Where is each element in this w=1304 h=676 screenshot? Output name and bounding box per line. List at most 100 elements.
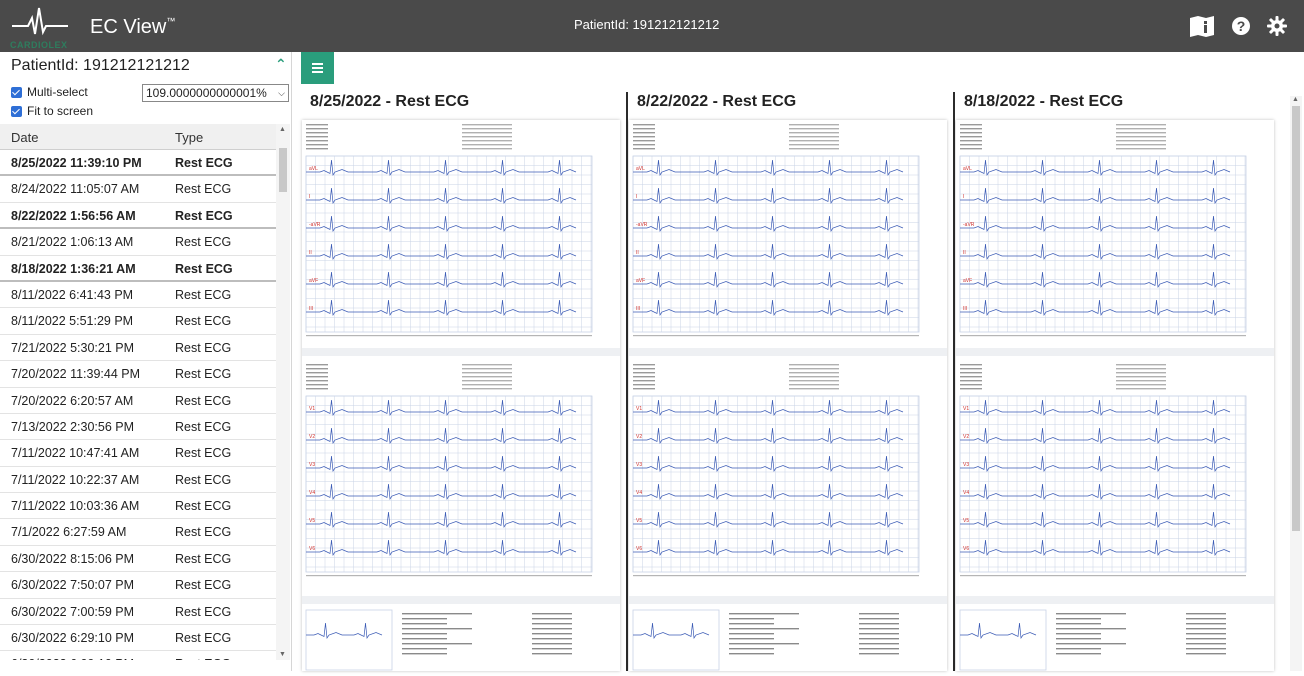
ecg-trace xyxy=(633,159,904,177)
fit-to-screen-checkbox[interactable] xyxy=(11,105,22,117)
record-type: Rest ECG xyxy=(175,314,232,329)
lead-label: V2 xyxy=(963,434,969,440)
record-list-scrollbar[interactable]: ▲ ▼ xyxy=(276,124,290,660)
record-type: Rest ECG xyxy=(175,525,232,540)
lead-label: aVF xyxy=(636,278,645,284)
scrollbar-thumb[interactable] xyxy=(279,148,287,192)
multi-select-checkbox[interactable] xyxy=(11,86,22,98)
ecg-report-thumbnail[interactable]: aVL I -aVR II aVF III V1 V2 V3 V4 V5 V6 xyxy=(956,120,1274,671)
ecg-trace xyxy=(633,271,904,289)
ecg-trace xyxy=(960,243,1231,261)
record-date: 8/22/2022 1:56:56 AM xyxy=(11,208,136,223)
record-row[interactable]: 7/1/2022 6:27:59 AM Rest ECG xyxy=(0,519,276,546)
record-type: Rest ECG xyxy=(175,367,232,382)
scroll-down-icon[interactable]: ▼ xyxy=(279,651,286,658)
ecg-trace xyxy=(633,187,904,205)
ecg-trace xyxy=(960,427,1231,445)
ecg-trace xyxy=(960,187,1231,205)
record-date: 6/30/2022 6:29:10 PM xyxy=(11,631,135,646)
record-list-header: Date Type xyxy=(0,124,276,150)
fit-to-screen-label: Fit to screen xyxy=(27,104,94,118)
report-scrollbar[interactable]: ▲ xyxy=(1290,96,1302,671)
record-date: 8/24/2022 11:05:07 AM xyxy=(11,182,140,197)
record-row[interactable]: 6/30/2022 7:50:07 PM Rest ECG xyxy=(0,572,276,599)
record-type: Rest ECG xyxy=(175,472,232,487)
record-row[interactable]: 7/11/2022 10:03:36 AM Rest ECG xyxy=(0,493,276,520)
record-row[interactable]: 7/21/2022 5:30:21 PM Rest ECG xyxy=(0,334,276,362)
scroll-up-icon[interactable]: ▲ xyxy=(1292,96,1299,103)
multi-select-option[interactable]: Multi-select xyxy=(11,85,88,99)
ecg-trace xyxy=(306,299,577,317)
lead-label: II xyxy=(963,250,966,256)
app-header: CARDIOLEX EC View™ PatientId: 1912121212… xyxy=(0,0,1304,52)
record-date: 7/20/2022 6:20:57 AM xyxy=(11,393,134,408)
ecg-trace xyxy=(633,483,904,501)
ecg-trace xyxy=(306,187,577,205)
scroll-up-icon[interactable]: ▲ xyxy=(279,126,286,133)
manual-book-icon[interactable] xyxy=(1189,14,1215,38)
record-type: Rest ECG xyxy=(175,182,232,197)
ecg-trace xyxy=(633,539,904,557)
record-type: Rest ECG xyxy=(175,287,232,302)
svg-text:?: ? xyxy=(1237,18,1246,34)
record-row[interactable]: 8/18/2022 1:36:21 AM Rest ECG xyxy=(0,255,276,282)
collapse-chevron-up-icon[interactable]: ⌃ xyxy=(275,56,287,72)
menu-hamburger-icon[interactable] xyxy=(301,52,334,84)
ecg-report-thumbnail[interactable]: aVL I -aVR II aVF III V1 V2 V3 V4 V5 V6 xyxy=(629,120,947,671)
lead-label: II xyxy=(636,250,639,256)
record-row[interactable]: 8/21/2022 1:06:13 AM Rest ECG xyxy=(0,229,276,256)
lead-label: V6 xyxy=(309,546,315,552)
lead-label: -aVR xyxy=(963,222,975,228)
column-header-type[interactable]: Type xyxy=(175,130,204,145)
record-row[interactable]: 8/25/2022 11:39:10 PM Rest ECG xyxy=(0,150,276,177)
column-divider[interactable] xyxy=(953,92,955,671)
lead-label: I xyxy=(309,194,310,200)
brand-name: CARDIOLEX xyxy=(10,40,68,50)
zoom-select[interactable]: 109.0000000000001% ⌵ xyxy=(142,84,289,102)
record-row[interactable]: 7/11/2022 10:47:41 AM Rest ECG xyxy=(0,440,276,467)
cardiolex-logo xyxy=(12,7,68,36)
record-row[interactable]: 7/11/2022 10:22:37 AM Rest ECG xyxy=(0,466,276,494)
ecg-trace xyxy=(306,511,577,529)
column-header-date[interactable]: Date xyxy=(11,130,39,145)
record-row[interactable]: 6/30/2022 8:15:06 PM Rest ECG xyxy=(0,545,276,573)
scrollbar-thumb[interactable] xyxy=(1292,106,1300,531)
record-date: 7/11/2022 10:47:41 AM xyxy=(11,446,140,461)
fit-to-screen-option[interactable]: Fit to screen xyxy=(11,104,93,118)
lead-label: III xyxy=(963,306,967,312)
lead-label: I xyxy=(636,194,637,200)
ecg-trace xyxy=(960,483,1231,501)
ecg-trace xyxy=(633,511,904,529)
settings-gear-icon[interactable] xyxy=(1265,14,1289,38)
column-divider[interactable] xyxy=(626,92,628,671)
lead-label: V4 xyxy=(636,490,642,496)
record-row[interactable]: 8/11/2022 6:41:43 PM Rest ECG xyxy=(0,281,276,309)
lead-label: V3 xyxy=(963,462,969,468)
record-row[interactable]: 8/22/2022 1:56:56 AM Rest ECG xyxy=(0,202,276,230)
lead-label: V4 xyxy=(963,490,969,496)
record-row[interactable]: 7/13/2022 2:30:56 PM Rest ECG xyxy=(0,413,276,441)
record-row[interactable]: 6/30/2022 7:00:59 PM Rest ECG xyxy=(0,598,276,626)
record-date: 7/11/2022 10:22:37 AM xyxy=(11,472,140,487)
record-row[interactable]: 6/30/2022 6:29:10 PM Rest ECG xyxy=(0,625,276,652)
report-viewer: 8/25/2022 - Rest ECG 8/22/2022 - Rest EC… xyxy=(292,52,1304,671)
ecg-trace xyxy=(306,483,577,501)
record-date: 6/30/2022 7:00:59 PM xyxy=(11,604,135,619)
ecg-trace xyxy=(306,399,577,417)
record-row[interactable]: 7/20/2022 6:20:57 AM Rest ECG xyxy=(0,387,276,414)
record-row[interactable]: 8/11/2022 5:51:29 PM Rest ECG xyxy=(0,308,276,335)
record-type: Rest ECG xyxy=(175,235,232,250)
record-date: 6/30/2022 8:15:06 PM xyxy=(11,551,135,566)
record-type: Rest ECG xyxy=(175,446,232,461)
record-row[interactable]: 7/20/2022 11:39:44 PM Rest ECG xyxy=(0,361,276,388)
ecg-report-thumbnail[interactable]: aVL I -aVR II aVF III V1 V2 V3 V4 V5 V6 xyxy=(302,120,620,671)
lead-label: V6 xyxy=(636,546,642,552)
ecg-trace xyxy=(633,299,904,317)
lead-label: aVL xyxy=(309,166,318,172)
ecg-trace xyxy=(960,511,1231,529)
record-row[interactable]: 6/30/2022 6:09:10 PM Rest ECG xyxy=(0,651,276,660)
record-row[interactable]: 8/24/2022 11:05:07 AM Rest ECG xyxy=(0,176,276,203)
ecg-trace xyxy=(960,159,1231,177)
ecg-trace xyxy=(960,271,1231,289)
help-icon[interactable]: ? xyxy=(1229,14,1253,38)
